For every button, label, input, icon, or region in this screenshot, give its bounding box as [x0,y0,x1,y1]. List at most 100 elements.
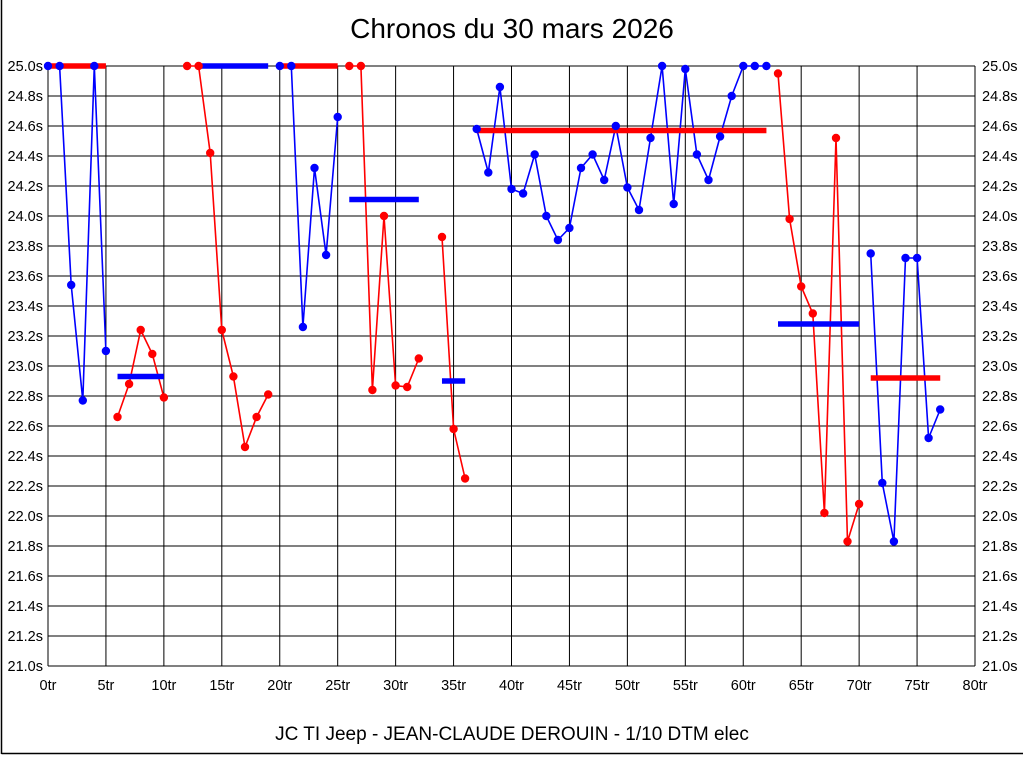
x-tick-label: 40tr [499,678,524,694]
laps-blue-point [55,61,64,71]
y-tick-label-left: 23.2s [8,329,43,345]
laps-blue-point [333,112,342,122]
chart-footer: JC TI Jeep - JEAN-CLAUDE DEROUIN - 1/10 … [275,724,749,745]
x-tick-label: 25tr [325,678,350,694]
y-tick-label-right: 23.2s [982,329,1017,345]
x-tick-label: 30tr [383,678,408,694]
x-tick-label: 10tr [151,678,176,694]
y-tick-label-right: 24.8s [982,89,1017,105]
y-tick-label-right: 21.8s [982,539,1017,555]
laps-red-point [356,61,366,71]
laps-red-point [345,61,354,71]
laps-blue-point [565,223,574,233]
laps-red-point [229,372,238,381]
y-tick-label-left: 22.2s [8,479,43,495]
y-tick-label-left: 21.0s [8,659,43,675]
x-tick-label: 55tr [673,678,698,694]
laps-red-point [460,474,470,483]
y-tick-label-left: 22.0s [8,509,43,525]
y-tick-label-left: 21.2s [8,629,43,645]
y-axis-labels-left: 25.0s 24.8s 24.6s 24.4s 24.2s 24.0s 23.8s 23.6s… [8,59,43,675]
laps-red-point [808,309,817,318]
laps-blue-point [321,250,331,260]
y-tick-label-left: 24.8s [8,89,43,105]
x-tick-label: 80tr [963,678,988,694]
y-tick-label-left: 23.0s [8,359,43,375]
laps-blue-point [657,61,667,71]
y-tick-label-left: 25.0s [8,59,43,75]
y-tick-label-right: 23.4s [982,299,1017,315]
series-lines [48,65,941,542]
laps-red-line [116,327,165,418]
laps-blue-point [507,184,516,194]
x-tick-label: 15tr [209,678,234,694]
y-tick-label-left: 22.6s [8,419,43,435]
y-tick-label-right: 21.6s [982,569,1017,585]
y-tick-label-right: 24.2s [982,179,1017,195]
laps-blue-point [936,405,945,414]
laps-red-line [777,73,860,542]
laps-red-point [124,379,134,389]
y-tick-label-left: 22.4s [8,449,43,465]
x-tick-label: 45tr [557,678,582,694]
laps-red-point [206,148,215,158]
y-tick-label-right: 22.4s [982,449,1017,465]
x-tick-label: 20tr [267,678,292,694]
laps-red-point [159,393,169,402]
y-tick-label-left: 21.4s [8,599,43,615]
y-tick-label-right: 21.4s [982,599,1017,615]
y-tick-label-right: 22.6s [982,419,1017,435]
laps-blue-point [611,121,620,131]
laps-blue-point [67,280,76,290]
laps-red-point [785,214,794,224]
y-tick-label-right: 24.4s [982,149,1017,165]
laps-red-point [854,499,864,509]
x-tick-label: 70tr [847,678,872,694]
laps-red-point [449,424,458,434]
laps-blue-point [692,150,702,159]
laps-blue-point [750,61,759,71]
laps-red-point [148,349,157,359]
y-tick-label-right: 22.2s [982,479,1017,495]
laps-blue-point [90,61,99,71]
laps-blue-line [869,253,941,542]
laps-red-point [391,381,400,390]
y-tick-label-left: 23.6s [8,269,43,285]
laps-blue-point [878,478,887,488]
laps-blue-point [704,175,713,185]
y-tick-label-right: 22.8s [982,389,1017,405]
laps-blue-point [553,235,563,245]
laps-blue-line [279,65,339,328]
laps-blue-point [646,133,655,143]
laps-red-point [113,412,122,422]
laps-blue-point [472,124,481,134]
y-tick-label-left: 21.8s [8,539,43,555]
x-tick-label: 75tr [905,678,930,694]
laps-blue-point [518,189,528,198]
y-tick-label-right: 23.6s [982,269,1017,285]
laps-blue-point [715,132,725,141]
laps-red-point [831,133,841,143]
laps-blue-point [889,537,899,546]
laps-blue-point [310,163,319,173]
y-tick-label-left: 22.8s [8,389,43,405]
laps-red-point [240,442,250,452]
laps-red-point [773,69,783,78]
stint-average-bars [48,63,941,384]
laps-blue-point [287,61,296,71]
laps-blue-point [924,433,933,443]
laps-blue-point [866,249,875,258]
laps-blue-point [78,396,88,405]
laps-blue-point [101,346,111,356]
y-tick-label-right: 22.0s [982,509,1017,525]
laps-blue-point [727,91,736,101]
laps-red-point [136,325,145,335]
laps-blue-point [739,61,748,71]
laps-blue-point [275,61,284,71]
y-tick-label-left: 24.0s [8,209,43,225]
laps-blue-line [475,65,767,242]
laps-red-point [820,508,829,518]
laps-blue-point [530,150,539,159]
x-axis-labels: 0tr 5tr 10tr 15tr 20tr 25tr 30tr 35tr 40tr 45tr 50… [40,678,988,694]
